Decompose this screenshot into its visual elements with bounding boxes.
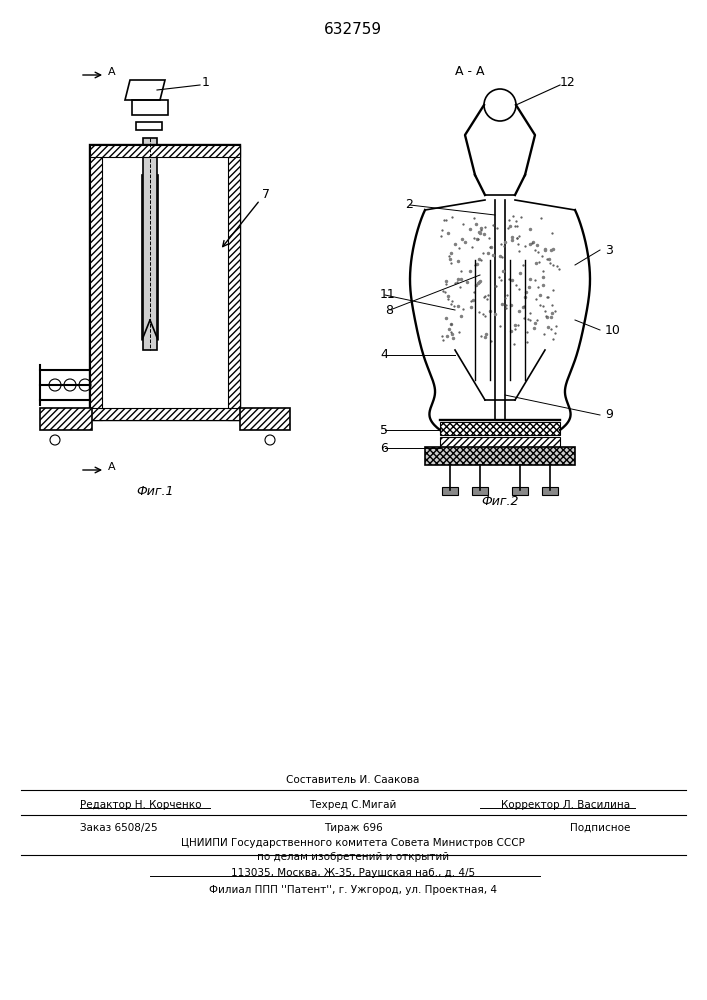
Text: Фиг.1: Фиг.1 (136, 485, 174, 498)
Bar (90, 145, 240, 157)
Bar (440, 422, 560, 435)
Text: А: А (108, 67, 116, 77)
Text: Техред С.Мигай: Техред С.Мигай (309, 800, 397, 810)
Text: 5: 5 (380, 424, 388, 436)
Text: 8: 8 (385, 304, 393, 316)
Bar (472, 487, 488, 495)
Text: Тираж 696: Тираж 696 (324, 823, 382, 833)
Bar (90, 145, 102, 420)
Text: А - А: А - А (455, 65, 485, 78)
Bar (425, 447, 575, 465)
Text: Фиг.2: Фиг.2 (481, 495, 519, 508)
Text: 10: 10 (605, 324, 621, 336)
Bar (90, 408, 240, 420)
Bar (40, 408, 92, 430)
Text: 632759: 632759 (324, 22, 382, 37)
Text: 7: 7 (262, 188, 270, 202)
Text: Подписное: Подписное (570, 823, 631, 833)
Text: 3: 3 (605, 243, 613, 256)
Text: 6: 6 (380, 442, 388, 454)
Text: 1: 1 (202, 77, 210, 90)
Bar (440, 437, 560, 450)
Bar (132, 100, 168, 115)
Text: по делам изобретений и открытий: по делам изобретений и открытий (257, 852, 449, 862)
Bar (228, 145, 240, 420)
Bar (542, 487, 558, 495)
Bar (442, 487, 458, 495)
Text: 4: 4 (380, 349, 388, 361)
Text: 9: 9 (605, 408, 613, 422)
Text: 11: 11 (380, 288, 396, 302)
Bar (240, 408, 290, 430)
Text: Корректор Л. Василина: Корректор Л. Василина (501, 800, 630, 810)
Text: ЦНИИПИ Государственного комитета Совета Министров СССР: ЦНИИПИ Государственного комитета Совета … (181, 838, 525, 848)
Text: Заказ 6508/25: Заказ 6508/25 (80, 823, 158, 833)
Text: 2: 2 (405, 198, 413, 212)
Text: 12: 12 (560, 76, 575, 89)
Bar (136, 122, 162, 130)
Bar (143, 138, 157, 350)
Text: 113035, Москва, Ж-35, Раушская наб., д. 4/5: 113035, Москва, Ж-35, Раушская наб., д. … (231, 868, 475, 878)
Bar (90, 145, 240, 420)
Text: А: А (108, 462, 116, 472)
Text: Филиал ППП ''Патент'', г. Ужгород, ул. Проектная, 4: Филиал ППП ''Патент'', г. Ужгород, ул. П… (209, 885, 497, 895)
Text: Составитель И. Саакова: Составитель И. Саакова (286, 775, 420, 785)
Text: Редактор Н. Корченко: Редактор Н. Корченко (80, 800, 201, 810)
Bar (512, 487, 528, 495)
